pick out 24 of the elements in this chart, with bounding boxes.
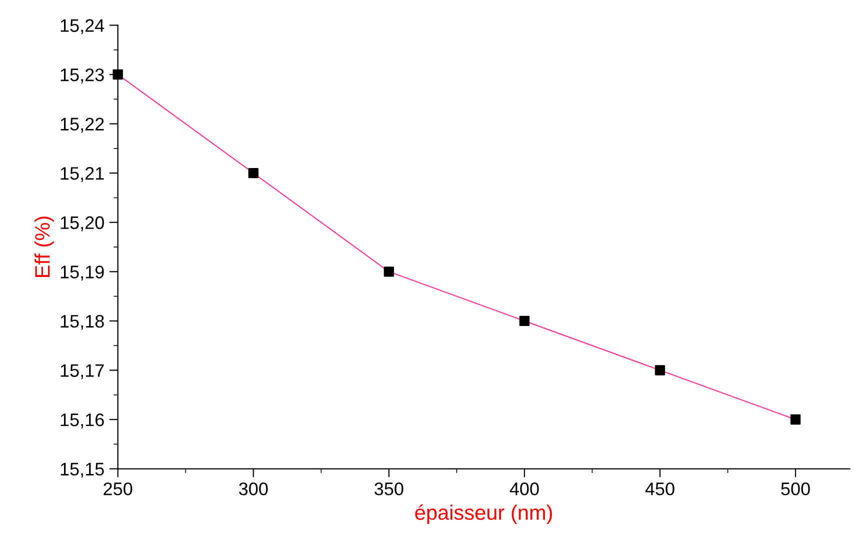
y-tick-label: 15,20 xyxy=(60,216,104,232)
y-tick-label: 15,22 xyxy=(60,118,104,133)
y-tick-label: 15,19 xyxy=(60,266,104,281)
y-tick-label: 15,21 xyxy=(60,167,104,182)
point xyxy=(519,316,530,326)
x-tick-label: 350 xyxy=(374,482,404,496)
x-tick-label: 250 xyxy=(104,482,132,496)
x-axis-title: épaisseur (nm) xyxy=(415,504,552,524)
point xyxy=(248,168,258,178)
x-tick-label: 500 xyxy=(781,482,810,496)
y-tick-label: 15,24 xyxy=(60,19,104,34)
y-tick-label: 15,17 xyxy=(60,364,104,380)
point xyxy=(654,365,666,376)
x-tick-label: 300 xyxy=(239,482,268,496)
y-axis-title: Eff (%) xyxy=(34,216,54,277)
point xyxy=(112,69,123,80)
x-tick-label: 450 xyxy=(645,482,674,496)
y-tick-label: 15,15 xyxy=(60,462,104,478)
y-tick-label: 15,16 xyxy=(60,413,104,428)
y-tick-label: 15,23 xyxy=(60,68,104,84)
point xyxy=(790,414,801,425)
point xyxy=(384,266,394,277)
x-tick-label: 400 xyxy=(510,482,539,496)
y-tick-label: 15,18 xyxy=(60,314,104,330)
